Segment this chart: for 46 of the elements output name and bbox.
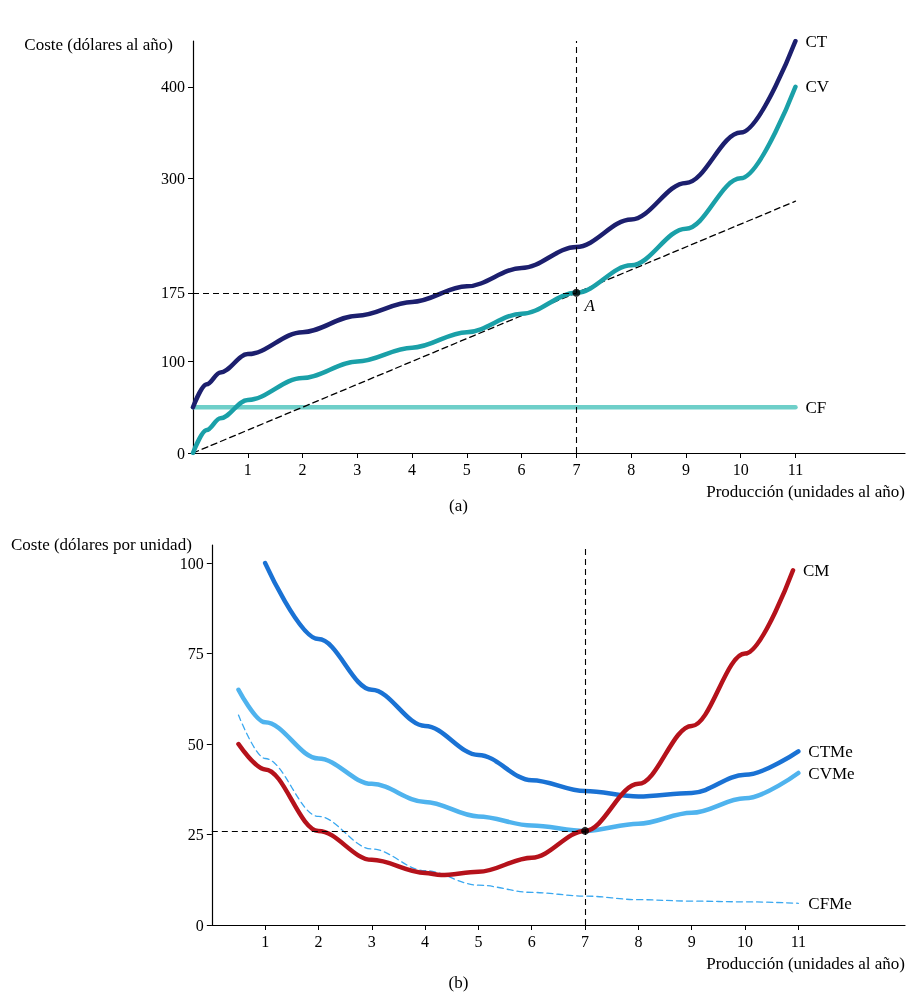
series-label: CFMe	[808, 893, 852, 913]
x-tick-label: 6	[527, 932, 536, 950]
x-tick-label: 5	[474, 932, 483, 950]
series-label: CT	[805, 31, 828, 51]
annotation: A	[583, 295, 596, 315]
x-tick-label: 4	[408, 460, 417, 478]
y-tick-label: 0	[195, 916, 204, 934]
x-tick-label: 3	[367, 932, 376, 950]
series-label: CTMe	[808, 741, 853, 761]
x-tick-label: 6	[517, 460, 526, 478]
x-tick-label: 4	[421, 932, 430, 950]
y-tick-label: 175	[161, 284, 185, 302]
x-axis-title: Producción (unidades al año)	[706, 954, 905, 973]
y-tick-label: 400	[161, 78, 185, 96]
series-label: CVMe	[808, 763, 855, 783]
x-tick-label: 1	[261, 932, 270, 950]
y-tick-label: 100	[161, 352, 185, 370]
x-tick-label: 8	[634, 932, 643, 950]
x-tick-label: 9	[681, 460, 690, 478]
x-tick-label: 9	[687, 932, 696, 950]
x-tick-label: 10	[732, 460, 749, 478]
series-label: CF	[805, 397, 827, 417]
x-tick-label: 10	[737, 932, 754, 950]
x-tick-label: 11	[790, 932, 807, 950]
x-tick-label: 3	[353, 460, 362, 478]
y-axis-title: Coste (dólares al año)	[24, 34, 173, 54]
x-tick-label: 8	[627, 460, 636, 478]
text: (a)	[449, 496, 468, 515]
x-tick-label: 7	[581, 932, 590, 950]
y-tick-label: 50	[187, 735, 204, 753]
x-tick-label: 5	[462, 460, 471, 478]
x-tick-label: 11	[787, 460, 804, 478]
series-label: CM	[803, 560, 830, 580]
y-axis-title: Coste (dólares por unidad)	[10, 534, 192, 554]
y-tick-label: 75	[187, 645, 204, 663]
text: (b)	[448, 973, 469, 992]
series-label: CV	[805, 77, 830, 97]
y-tick-label: 0	[177, 444, 185, 462]
x-axis-title: Producción (unidades al año)	[706, 482, 905, 501]
y-tick-label: 25	[187, 826, 204, 844]
x-tick-label: 1	[243, 460, 252, 478]
x-tick-label: 7	[572, 460, 581, 478]
y-tick-label: 300	[161, 169, 185, 187]
x-tick-label: 2	[314, 932, 323, 950]
x-tick-label: 2	[298, 460, 307, 478]
y-tick-label: 100	[179, 554, 204, 572]
